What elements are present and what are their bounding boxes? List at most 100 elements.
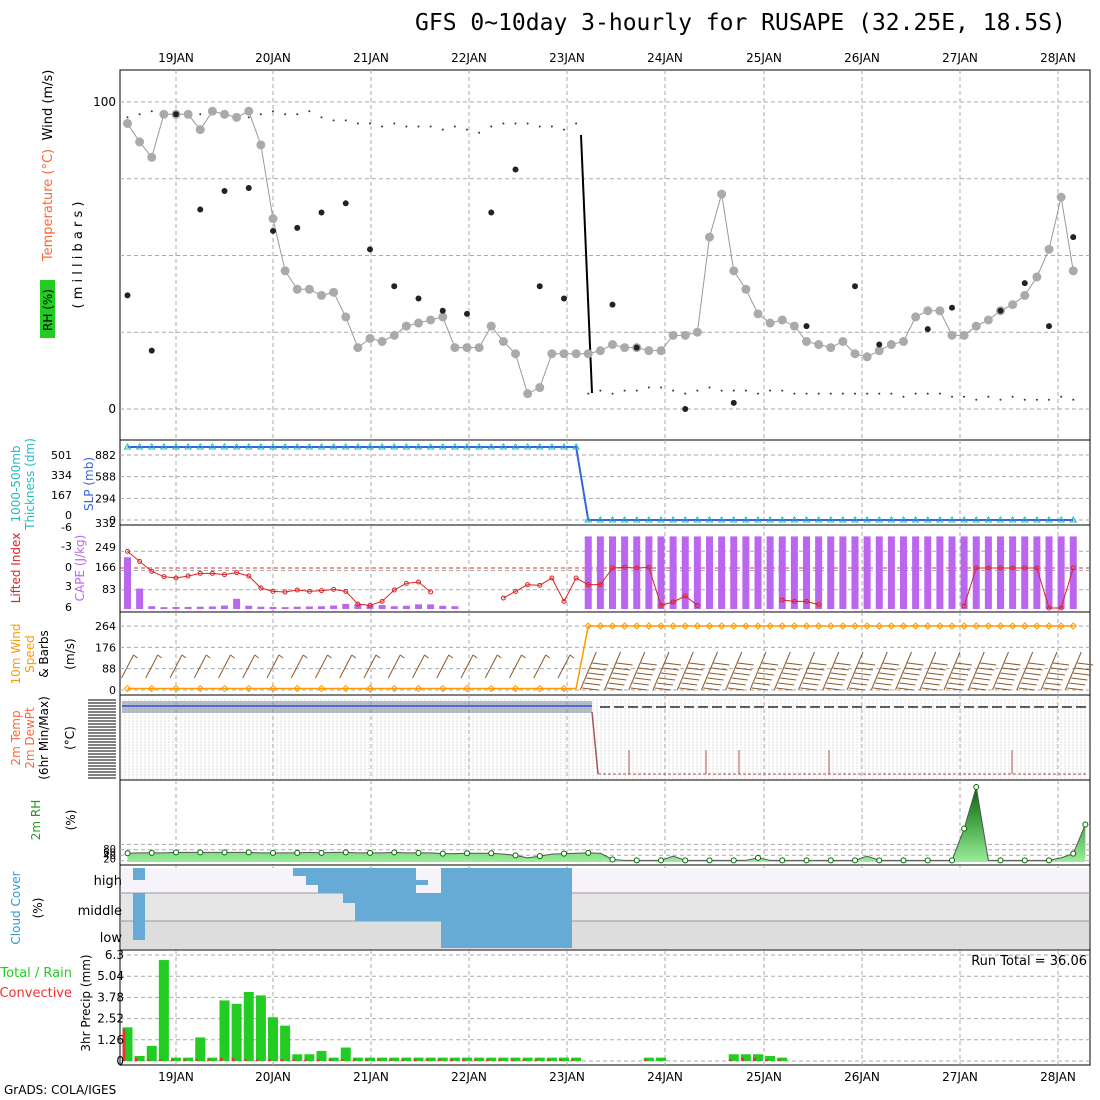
cape-bar <box>803 536 810 609</box>
wind-speed-marker <box>608 622 617 630</box>
cape-bar <box>972 536 980 609</box>
thickness-marker <box>935 516 944 523</box>
mb-point <box>393 122 396 125</box>
wind-barb-feather <box>994 687 1011 691</box>
wind-barb-feather <box>1018 687 1035 691</box>
wind-speed-marker <box>317 684 326 693</box>
rh2-point <box>779 857 786 864</box>
precip-conv-bar <box>292 1059 296 1061</box>
cape-bar <box>378 605 386 609</box>
cape-bar <box>596 536 604 609</box>
mb-point <box>951 395 953 398</box>
cape-bar <box>900 536 907 609</box>
wind-barb <box>509 654 522 679</box>
wind-barb <box>1040 651 1058 691</box>
wind-point <box>1021 280 1028 287</box>
precip-total-bar <box>243 992 254 1061</box>
thickness-marker <box>657 516 665 523</box>
rh2-point <box>536 853 543 860</box>
temp-label-2: 2m DewPt <box>23 707 37 769</box>
li-point <box>391 587 397 593</box>
wind-barb-feather <box>808 667 825 671</box>
wind-barb-feather <box>1028 662 1045 666</box>
precip-conv-bar <box>122 1029 126 1061</box>
li-line <box>127 550 1074 609</box>
wind-barb <box>412 654 425 679</box>
precip-conv-bar <box>643 1059 647 1061</box>
wind-barb-feather <box>588 672 605 676</box>
wind-barb <box>773 651 791 691</box>
mb-point <box>914 392 917 395</box>
thickness-marker <box>232 443 241 450</box>
rh2-point <box>270 849 276 856</box>
precip-total-bar <box>498 1057 509 1061</box>
cape-bar <box>827 536 835 609</box>
rh2-point <box>997 857 1004 864</box>
mb-point <box>963 395 966 398</box>
thickness-marker <box>547 443 556 450</box>
wind-barb-feather <box>877 677 894 681</box>
wind-barb-feather <box>903 672 920 676</box>
precip-conv-bar <box>389 1059 393 1061</box>
rh-point <box>280 266 290 276</box>
cloud-label-2: (%) <box>31 898 45 919</box>
mb-point <box>744 389 747 392</box>
li-point <box>1046 605 1052 611</box>
wind-speed-marker <box>439 684 447 693</box>
wind-barb-feather <box>810 662 827 666</box>
precip-total-bar <box>292 1054 303 1061</box>
rh-point <box>450 343 460 353</box>
wind-barb-feather <box>1052 662 1070 666</box>
cape-bar <box>766 536 774 609</box>
mb-point <box>272 110 274 113</box>
mb-point <box>696 389 699 392</box>
wind-barb-feather <box>925 677 942 681</box>
li-point <box>985 565 991 571</box>
mb-point <box>1048 398 1050 401</box>
wind-speed-marker <box>924 622 932 630</box>
li-point <box>282 589 288 595</box>
mb-point <box>344 119 347 122</box>
rh2-point <box>488 850 495 857</box>
mb-point <box>878 392 881 395</box>
cape-bar <box>160 607 168 609</box>
cape-bar <box>305 606 313 609</box>
wind-barb-feather <box>996 682 1013 686</box>
thickness-marker <box>378 443 387 450</box>
rh-point <box>474 343 484 353</box>
li-point <box>173 575 179 581</box>
wind-barb-feather <box>662 667 680 671</box>
wind-barb-feather <box>907 662 924 666</box>
rh2-point <box>1021 857 1028 864</box>
rh-point <box>268 214 278 224</box>
wind-speed-marker <box>196 684 204 693</box>
wind-barb <box>992 651 1009 691</box>
top-date-23JAN: 23JAN <box>549 51 585 65</box>
rh-point <box>983 315 993 325</box>
precip-total-bar <box>474 1057 485 1061</box>
wind-barb-feather <box>972 682 989 686</box>
thickness-marker <box>123 443 132 450</box>
precip-total-bar <box>280 1025 291 1061</box>
mb-point <box>769 389 772 392</box>
wind-point <box>221 188 228 195</box>
mb-point <box>599 389 602 392</box>
rh2-label-2: (%) <box>64 810 78 831</box>
mb-point <box>429 125 432 128</box>
rh-point <box>899 336 908 346</box>
mb-point <box>514 122 517 125</box>
bottom-date-24JAN: 24JAN <box>647 1070 683 1084</box>
wind-barb <box>169 654 183 679</box>
thickness-marker <box>256 443 265 450</box>
top-date-20JAN: 20JAN <box>255 51 291 65</box>
rh-point <box>595 346 605 356</box>
thickness-marker <box>172 443 180 450</box>
li-point <box>306 588 312 594</box>
thickness-marker <box>863 516 872 523</box>
wind-speed-marker <box>851 622 859 630</box>
precip-conv-bar <box>158 1059 162 1061</box>
rh-point <box>462 343 472 353</box>
wind-barb-feather <box>873 687 890 691</box>
cape-bar <box>633 536 641 609</box>
li-point <box>513 588 518 594</box>
